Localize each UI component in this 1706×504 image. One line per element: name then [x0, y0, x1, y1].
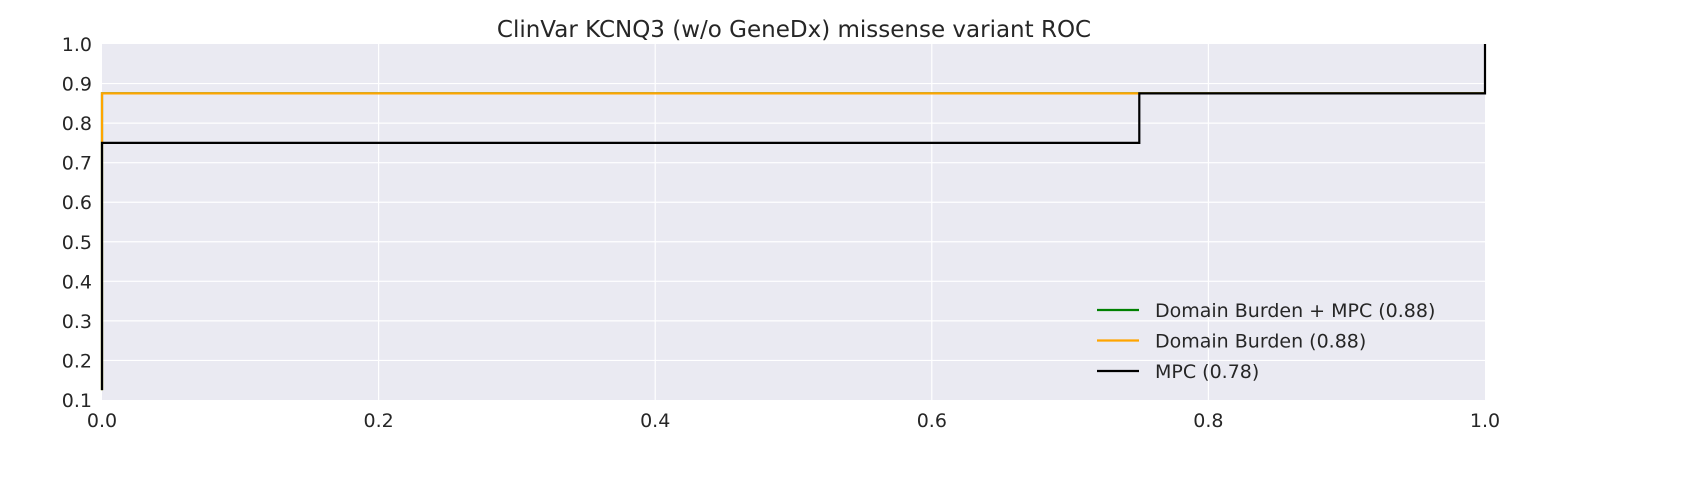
- y-tick-label: 0.3: [62, 311, 92, 333]
- legend: Domain Burden + MPC (0.88) Domain Burden …: [1097, 300, 1435, 383]
- y-tick-label: 0.8: [62, 113, 92, 135]
- y-tick-label: 0.1: [62, 390, 92, 412]
- x-tick-label: 1.0: [1470, 410, 1500, 432]
- axis-ticks: 0.0 0.2 0.4 0.6 0.8 1.0 0.1 0.2 0.3 0.4 0.5 0.6 0.7 0…: [62, 34, 1500, 432]
- series-lines: [100, 44, 1487, 391]
- y-tick-label: 1.0: [62, 34, 92, 56]
- legend-label: MPC (0.78): [1155, 361, 1259, 383]
- y-tick-label: 0.9: [62, 74, 92, 96]
- series-line-2: [100, 44, 1487, 391]
- x-tick-label: 0.8: [1193, 410, 1223, 432]
- grid-lines: [102, 44, 1485, 400]
- legend-label: Domain Burden (0.88): [1155, 331, 1366, 353]
- x-tick-label: 0.2: [363, 410, 393, 432]
- plot-background: [102, 44, 1485, 400]
- y-tick-label: 0.4: [62, 271, 92, 293]
- legend-label: Domain Burden + MPC (0.88): [1155, 300, 1435, 322]
- y-tick-label: 0.6: [62, 192, 92, 214]
- y-tick-label: 0.2: [62, 350, 92, 372]
- x-tick-label: 0.0: [87, 410, 117, 432]
- x-tick-label: 0.6: [917, 410, 947, 432]
- x-tick-label: 0.4: [640, 410, 670, 432]
- chart-title: ClinVar KCNQ3 (w/o GeneDx) missense vari…: [497, 17, 1091, 43]
- y-tick-label: 0.5: [62, 232, 92, 254]
- y-tick-label: 0.7: [62, 153, 92, 175]
